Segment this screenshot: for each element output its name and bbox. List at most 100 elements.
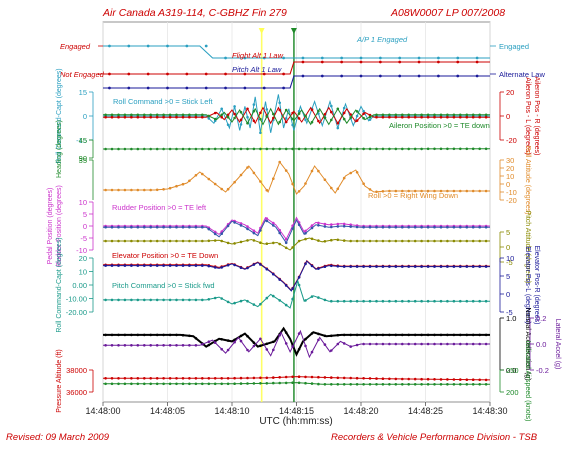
- series-altitude-point: [266, 382, 269, 385]
- series-elevator-point: [227, 264, 230, 267]
- series-pitch-attitude-point: [149, 240, 152, 243]
- series-pitch-attitude-point: [375, 240, 378, 243]
- series-pitch-attitude-point: [459, 240, 462, 243]
- series-roll-point: [233, 181, 236, 184]
- series-accel-point: [137, 334, 140, 337]
- series-pitch-attitude-point: [414, 240, 417, 243]
- series-accel-point: [156, 344, 159, 347]
- series-heading-point: [472, 148, 475, 151]
- series-altitude-point: [188, 377, 191, 380]
- series-elevator-point: [388, 300, 391, 303]
- series-heading-point: [214, 148, 217, 151]
- series-roll-point: [124, 189, 127, 192]
- series-accel-point: [311, 351, 314, 354]
- series-roll-point: [137, 189, 140, 192]
- series-altitude-point: [459, 378, 462, 381]
- series-roll-aileron-point: [149, 114, 152, 117]
- series-altitude-point: [124, 383, 127, 386]
- series-pitch-attitude-point: [227, 242, 230, 245]
- series-accel-point: [227, 339, 230, 342]
- series-roll-point: [182, 183, 185, 186]
- series-roll-point: [214, 183, 217, 186]
- series-roll-point: [324, 178, 327, 181]
- series-rudder-point: [375, 226, 378, 229]
- series-rudder-point: [337, 225, 340, 228]
- series-rudder-point: [124, 226, 127, 229]
- series-roll-point: [356, 171, 359, 174]
- series-roll-point: [472, 190, 475, 193]
- series-accel-point: [208, 344, 211, 347]
- series-roll-aileron-point: [246, 122, 249, 125]
- discrete-point: [418, 57, 421, 60]
- series-altitude-point: [156, 377, 159, 380]
- series-roll-aileron-point: [175, 116, 178, 119]
- discrete-point: [166, 45, 169, 48]
- discrete-label: Flight Alt 1 Law: [232, 51, 284, 60]
- series-altitude-point: [317, 383, 320, 386]
- discrete-point: [379, 75, 382, 78]
- series-accel-point: [362, 334, 365, 337]
- series-elevator-point: [259, 303, 262, 306]
- discrete-left-label: Not Engaged: [60, 70, 105, 79]
- series-altitude-point: [459, 383, 462, 386]
- series-altitude-point: [278, 382, 281, 385]
- series-elevator-point: [195, 299, 198, 302]
- series-accel-point: [169, 334, 172, 337]
- series-altitude-point: [427, 378, 430, 381]
- discrete-point: [127, 87, 130, 90]
- series-elevator-point: [246, 300, 249, 303]
- series-pitch-attitude-point: [233, 242, 236, 245]
- series-pitch-attitude-point: [266, 242, 269, 245]
- series-altitude-point: [220, 383, 223, 386]
- series-rudder-point: [478, 226, 481, 229]
- series-altitude-point: [162, 383, 165, 386]
- series-rudder-point: [162, 226, 165, 229]
- series-roll-point: [149, 189, 152, 192]
- series-accel-point: [453, 334, 456, 337]
- series-accel-point: [298, 332, 301, 335]
- series-pitch-attitude-point: [356, 240, 359, 243]
- series-roll-point: [117, 189, 120, 192]
- series-roll-aileron-point: [201, 116, 204, 119]
- series-altitude-point: [201, 377, 204, 380]
- series-accel-point: [188, 335, 191, 338]
- series-heading-point: [278, 148, 281, 151]
- series-heading-point: [478, 148, 481, 151]
- series-accel-point: [124, 344, 127, 347]
- footer-revised: Revised: 09 March 2009: [6, 432, 110, 443]
- series-elevator-point: [240, 300, 243, 303]
- series-pitch-attitude-point: [104, 240, 107, 243]
- series-roll-aileron-point: [124, 114, 127, 117]
- series-rudder-point: [240, 224, 243, 227]
- series-roll-point: [278, 161, 281, 164]
- series-roll-point: [337, 188, 340, 191]
- series-roll-aileron-point: [472, 114, 475, 117]
- x-tick-label: 14:48:10: [214, 406, 249, 416]
- left-axis-heading-tick-label: 45: [79, 136, 87, 145]
- series-accel-point: [259, 338, 262, 341]
- series-elevator-point: [137, 299, 140, 302]
- discrete-point: [108, 45, 111, 48]
- series-roll-aileron-point: [240, 119, 243, 122]
- discrete-point: [398, 75, 401, 78]
- series-elevator-point: [478, 265, 481, 268]
- right-axis-elevator-tick-label: 0: [506, 290, 510, 299]
- series-altitude-point: [143, 383, 146, 386]
- series-roll-aileron-point: [478, 114, 481, 117]
- series-altitude-point: [427, 383, 430, 386]
- series-accel-point: [337, 334, 340, 337]
- series-pitch-attitude-point: [291, 246, 294, 249]
- series-roll-aileron-point: [362, 117, 365, 120]
- series-elevator-point: [137, 264, 140, 267]
- series-rudder-point: [253, 232, 256, 235]
- series-elevator-point: [324, 299, 327, 302]
- series-heading-point: [169, 148, 172, 151]
- series-pitch-attitude-point: [188, 240, 191, 243]
- series-roll-point: [111, 189, 114, 192]
- discrete-point: [224, 57, 227, 60]
- series-accel-point: [304, 338, 307, 341]
- series-elevator-point: [169, 264, 172, 267]
- series-roll-aileron-point: [427, 114, 430, 117]
- series-heading-point: [149, 148, 152, 151]
- discrete-point: [282, 87, 285, 90]
